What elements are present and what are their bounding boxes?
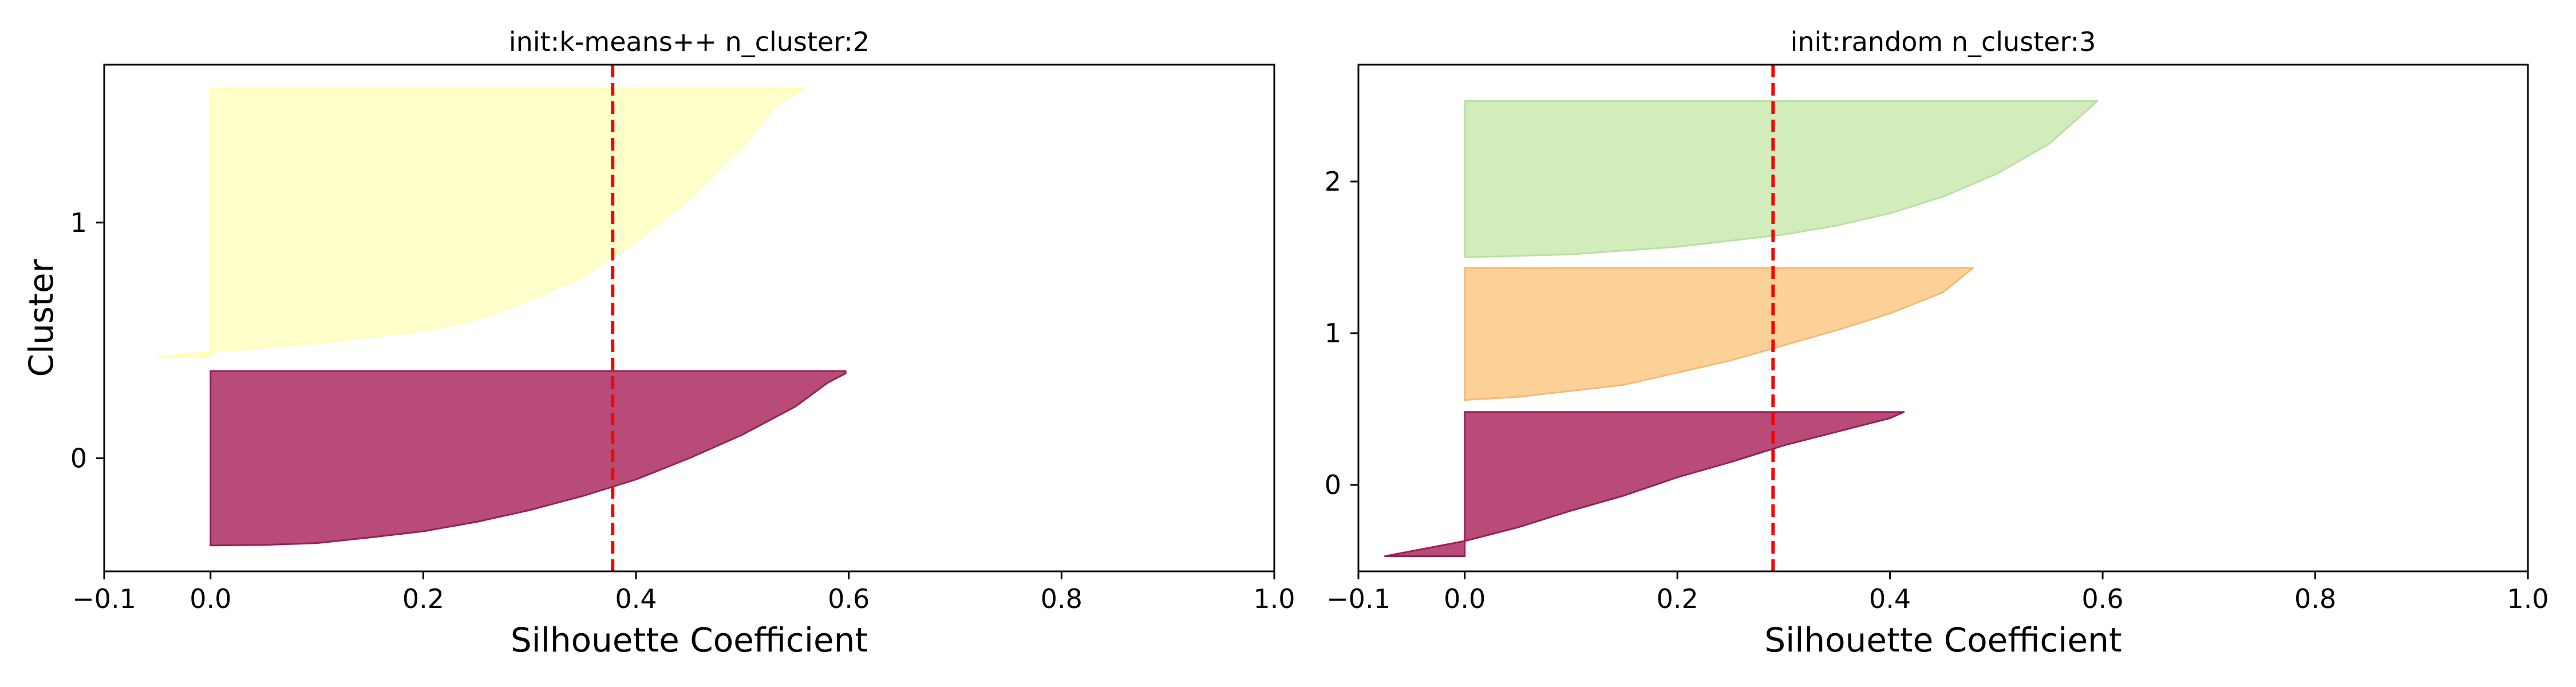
chart-1-xtick-label: 0.2 [402,583,444,614]
chart-2-xtick-label: 0.8 [2294,583,2336,614]
chart-2-xtick-label: 0.0 [1444,583,1485,614]
chart-2: −0.1 0.0 0.2 0.4 0.6 0.8 1.0 0 1 2 init:random n_c… [1325,26,2549,660]
chart-2-cluster-2-area [1464,100,2099,258]
chart-1-xlabel: Silhouette Coefficient [511,621,868,660]
chart-1-ytick-label: 0 [70,443,87,473]
chart-2-frame [1357,64,2529,572]
chart-2-ytick-label: 0 [1325,469,1341,500]
chart-2-cluster-0-area [1384,411,1905,557]
chart-1-xtick-label: 0.0 [189,583,231,614]
chart-2-xtick-label: 0.4 [1869,583,1911,614]
chart-2-title: init:random n_cluster:3 [1791,26,2096,57]
chart-1-ytick-label: 1 [70,207,87,238]
chart-1: −0.1 0.0 0.2 0.4 0.6 0.8 1.0 0 1 init:k-means++ n… [22,26,1295,660]
chart-2-ytick-label: 1 [1325,318,1341,349]
chart-2-xtick-label: 0.2 [1657,583,1698,614]
chart-1-title: init:k-means++ n_cluster:2 [509,26,870,57]
chart-1-xtick-label: 0.6 [828,583,870,614]
chart-1-xtick-label: 0.4 [615,583,657,614]
chart-1-frame [103,64,1275,572]
chart-1-ylabel: Cluster [22,259,61,377]
chart-1-cluster-0-area [210,370,847,547]
chart-2-xtick-label: −0.1 [1326,583,1390,614]
chart-1-xtick-label: 0.8 [1041,583,1082,614]
chart-2-xlabel: Silhouette Coefficient [1764,621,2121,660]
chart-2-xtick-label: 0.6 [2082,583,2124,614]
chart-1-xtick-label: −0.1 [72,583,136,614]
chart-1-cluster-1-area [156,87,805,358]
chart-1-xtick-label: 1.0 [1253,583,1295,614]
chart-2-cluster-1-area [1464,267,1974,401]
chart-2-ytick-label: 2 [1325,166,1341,197]
chart-2-xtick-label: 1.0 [2507,583,2549,614]
